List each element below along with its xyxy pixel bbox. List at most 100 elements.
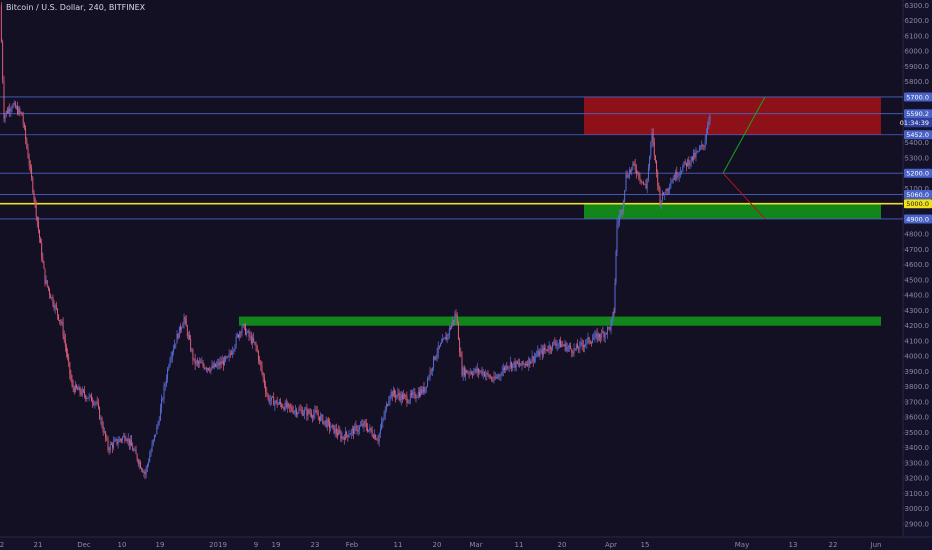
candle-body	[61, 322, 63, 324]
candle	[558, 338, 560, 349]
candle-body	[339, 430, 341, 434]
candle	[309, 408, 311, 418]
candle-body	[34, 198, 36, 203]
candle	[535, 352, 536, 363]
candle-body	[644, 183, 646, 185]
candle	[54, 303, 56, 314]
candle-body	[682, 166, 684, 172]
candle	[301, 406, 303, 417]
candle	[513, 361, 515, 368]
y-tick-label: 5900.0	[905, 63, 930, 71]
candle-body	[17, 107, 19, 115]
candle	[491, 376, 493, 382]
candle-body	[226, 356, 228, 359]
candle-body	[468, 372, 470, 374]
candle-body	[259, 360, 261, 362]
candle	[318, 416, 320, 425]
candle	[293, 410, 295, 416]
candle-body	[201, 362, 203, 364]
candle-body	[478, 368, 479, 373]
candle	[240, 330, 242, 339]
candle	[9, 103, 11, 118]
candle-body	[130, 440, 131, 446]
candle-body	[119, 439, 121, 440]
candle	[107, 436, 109, 453]
candle-body	[561, 344, 563, 348]
candle-body	[434, 356, 436, 360]
candle	[660, 200, 662, 210]
candle	[343, 434, 345, 445]
x-tick-label: 15	[641, 541, 650, 549]
candle	[376, 437, 378, 441]
candle-body	[388, 401, 390, 406]
candle	[377, 435, 379, 445]
candle	[613, 307, 615, 317]
candle	[307, 407, 309, 421]
candle	[614, 278, 616, 314]
candle-body	[341, 436, 343, 439]
candle	[140, 460, 141, 469]
candle	[89, 394, 91, 398]
candle	[175, 343, 177, 349]
candle	[645, 178, 647, 190]
candle	[620, 209, 622, 218]
candle	[317, 409, 319, 421]
candle	[245, 322, 246, 336]
y-tick-label: 5800.0	[905, 78, 930, 86]
candle	[232, 346, 234, 359]
candle	[400, 390, 402, 406]
candle	[277, 401, 279, 405]
candle	[412, 389, 414, 399]
candle	[580, 337, 582, 347]
candle	[685, 162, 687, 172]
candle-body	[62, 322, 64, 336]
candle-body	[514, 361, 516, 368]
candle	[700, 145, 702, 151]
candle-body	[183, 317, 185, 325]
candle	[211, 360, 213, 371]
candle	[646, 177, 648, 194]
candle-body	[407, 402, 409, 404]
candle-body	[3, 80, 5, 119]
candle-body	[181, 327, 183, 330]
candle	[221, 355, 223, 365]
candle	[542, 344, 544, 358]
candle-body	[39, 229, 40, 239]
candle	[509, 356, 511, 370]
candle-body	[68, 357, 70, 363]
candle	[26, 136, 28, 150]
candle	[512, 363, 514, 372]
candle	[255, 341, 257, 352]
candle	[36, 216, 38, 228]
candle	[587, 332, 589, 344]
y-tick-label: 3400.0	[905, 444, 930, 452]
candle	[31, 164, 33, 182]
candle-body	[548, 345, 550, 351]
candle-body	[707, 126, 709, 134]
candle-body	[683, 161, 685, 167]
candle	[285, 398, 287, 409]
candle-body	[370, 427, 372, 431]
candle-body	[374, 434, 375, 439]
candle-body	[213, 363, 215, 368]
candle	[143, 470, 145, 478]
candle	[205, 366, 207, 373]
candle	[688, 156, 690, 169]
candle-body	[564, 343, 566, 347]
candle-body	[292, 410, 294, 414]
candle	[485, 369, 487, 381]
candle	[327, 416, 329, 427]
candle	[347, 434, 349, 442]
candle	[493, 371, 495, 384]
candle-body	[222, 360, 224, 366]
candle-body	[436, 353, 438, 357]
candle	[368, 429, 370, 433]
candle	[52, 294, 54, 307]
candle	[71, 374, 73, 388]
candle-body	[445, 337, 447, 341]
candle-body	[261, 366, 263, 373]
candle	[225, 355, 227, 363]
x-tick-label: Apr	[605, 541, 617, 549]
